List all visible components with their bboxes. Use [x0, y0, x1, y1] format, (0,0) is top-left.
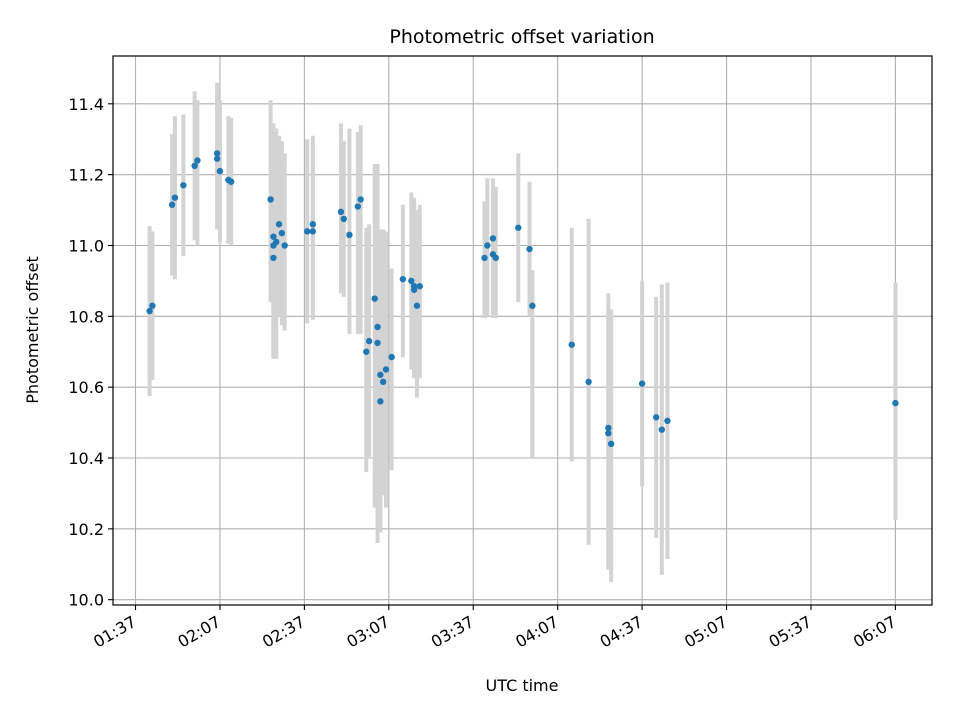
data-point: [228, 178, 235, 185]
data-point: [337, 208, 345, 216]
data-point: [585, 378, 592, 386]
data-point: [273, 238, 280, 246]
data-point: [146, 307, 153, 315]
data-point: [489, 235, 497, 242]
data-point: [374, 339, 381, 347]
data-point: [515, 224, 522, 231]
y-tick-label: 10.6: [68, 378, 104, 397]
data-point: [416, 283, 423, 290]
x-axis: 01:37 02:07 02:37 03:07 03:37 04:07 04:37 05:07…: [90, 605, 899, 652]
data-point: [568, 341, 575, 348]
data-point: [377, 371, 384, 378]
data-point: [492, 254, 499, 262]
error-bars: [147, 82, 898, 582]
data-point: [413, 302, 421, 309]
data-point: [408, 277, 415, 285]
data-point: [149, 302, 156, 309]
data-point: [664, 417, 671, 425]
plot-frame: [112, 55, 933, 606]
data-point: [180, 182, 187, 189]
data-point: [281, 242, 288, 249]
data-point: [529, 302, 536, 309]
x-tick-label: 04:07: [512, 612, 561, 652]
data-point: [638, 380, 646, 387]
data-point: [340, 215, 347, 223]
data-point: [371, 295, 378, 302]
data-point: [278, 229, 286, 237]
data-point: [216, 167, 224, 175]
grid: [113, 56, 932, 605]
data-point: [309, 228, 317, 235]
x-tick-label: 05:37: [766, 612, 815, 652]
chart-title: Photometric offset variation: [389, 26, 654, 48]
data-point: [374, 323, 381, 331]
y-axis-label: Photometric offset: [23, 256, 42, 404]
data-point: [377, 398, 384, 405]
data-point: [194, 157, 201, 164]
data-point: [171, 194, 179, 201]
x-tick-label: 02:07: [175, 612, 224, 652]
data-point: [213, 155, 221, 162]
y-tick-label: 11.0: [68, 236, 104, 255]
data-point: [382, 366, 390, 373]
data-point: [607, 440, 615, 448]
data-point: [892, 399, 899, 407]
data-point: [484, 242, 491, 249]
x-tick-label: 01:37: [90, 612, 139, 652]
data-point: [363, 348, 370, 355]
x-tick-label: 05:07: [681, 612, 730, 652]
data-point: [267, 196, 274, 203]
data-point: [346, 231, 353, 239]
y-tick-label: 10.0: [68, 591, 104, 610]
data-point: [379, 378, 387, 386]
y-tick-label: 11.2: [68, 166, 104, 185]
data-point: [309, 221, 317, 228]
y-tick-label: 10.4: [68, 449, 104, 468]
data-point: [388, 353, 395, 361]
data-point: [275, 221, 283, 228]
x-tick-label: 03:37: [428, 612, 477, 652]
data-point: [410, 286, 418, 293]
data-point: [481, 254, 488, 262]
data-point: [191, 162, 198, 169]
x-tick-label: 06:07: [850, 612, 899, 652]
data-point: [652, 414, 660, 421]
data-point: [303, 228, 311, 235]
y-tick-label: 10.2: [68, 520, 104, 539]
y-tick-label: 10.8: [68, 307, 104, 326]
x-tick-label: 04:37: [597, 612, 646, 652]
data-point: [213, 150, 221, 157]
data-point: [605, 424, 612, 432]
y-tick-label: 11.4: [68, 95, 104, 114]
x-axis-label: UTC time: [486, 676, 559, 695]
data-point: [270, 233, 277, 240]
x-tick-label: 03:07: [343, 612, 392, 652]
x-tick-label: 02:37: [259, 612, 308, 652]
data-point: [526, 245, 533, 253]
data-point: [168, 201, 176, 208]
y-axis: 10.0 10.2 10.4 10.6 10.8 11.0 11.2 11.4: [68, 95, 113, 610]
data-point: [357, 196, 364, 203]
data-point: [365, 337, 373, 345]
data-point: [399, 275, 407, 283]
data-point: [354, 203, 362, 210]
data-point: [605, 430, 612, 437]
data-point: [270, 254, 277, 262]
data-points: [146, 150, 899, 448]
data-point: [658, 426, 666, 433]
